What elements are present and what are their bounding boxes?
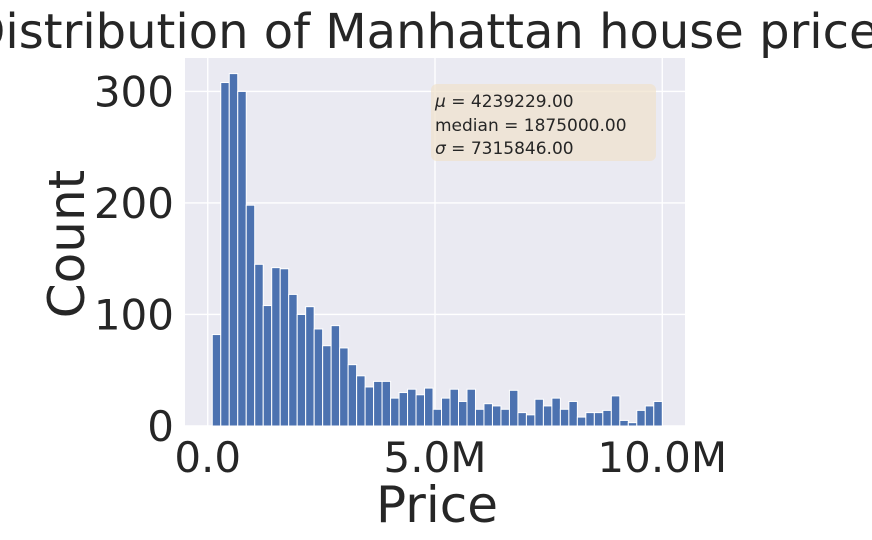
- histogram-bar-8: [279, 268, 290, 427]
- x-axis-label: Price: [376, 476, 498, 534]
- histogram-bars: [211, 73, 663, 427]
- chart-title: Distribution of Manhattan house prices: [0, 4, 872, 60]
- histogram-bar-40: [551, 397, 561, 427]
- histogram-bar-50: [636, 409, 646, 427]
- histogram-bar-10: [296, 313, 307, 427]
- histogram-bar-26: [432, 408, 443, 427]
- stats-median: median = 1875000.00: [435, 116, 627, 136]
- y-axis-ticks: 0 100 200 300: [94, 67, 174, 451]
- histogram-bar-42: [568, 400, 578, 427]
- histogram-bar-15: [339, 347, 349, 427]
- histogram-bar-17: [356, 375, 366, 427]
- histogram-bar-22: [398, 392, 409, 427]
- histogram-bar-41: [559, 408, 570, 427]
- histogram-bar-36: [517, 412, 527, 427]
- histogram-bar-24: [415, 394, 426, 427]
- histogram-bar-13: [322, 345, 332, 427]
- histogram-bar-4: [245, 204, 256, 427]
- histogram-bar-35: [508, 389, 519, 427]
- x-tick-label-0: 0.0: [174, 433, 241, 482]
- histogram-bar-21: [390, 397, 400, 427]
- histogram-bar-45: [593, 412, 604, 427]
- stats-mean: μ = 4239229.00: [434, 92, 574, 112]
- histogram-bar-5: [254, 263, 264, 427]
- y-axis-label: Count: [38, 170, 96, 319]
- histogram-bar-49: [627, 422, 638, 427]
- stats-box-background: [431, 84, 656, 161]
- histogram-bar-6: [262, 305, 273, 427]
- histogram-bar-48: [619, 419, 629, 427]
- histogram-bar-46: [602, 409, 612, 427]
- histogram-bar-11: [305, 306, 315, 427]
- histogram-bar-25: [424, 387, 434, 427]
- y-tick-label-0: 0: [147, 402, 174, 451]
- histogram-bar-27: [441, 397, 451, 427]
- histogram-bar-38: [534, 398, 544, 427]
- y-tick-label-1: 100: [94, 290, 174, 339]
- histogram-bar-44: [585, 412, 595, 427]
- histogram-bar-2: [228, 73, 239, 427]
- histogram-bar-30: [466, 388, 476, 427]
- histogram-bar-0: [211, 334, 222, 427]
- histogram-bar-19: [373, 380, 383, 427]
- x-tick-label-1: 5.0M: [383, 433, 486, 482]
- histogram-bar-20: [381, 380, 392, 427]
- histogram-bar-29: [457, 400, 468, 427]
- histogram-bar-9: [288, 293, 298, 427]
- histogram-bar-23: [407, 388, 417, 427]
- stats-std-symbol: σ: [435, 139, 447, 159]
- histogram-bar-47: [610, 395, 621, 427]
- y-tick-label-3: 300: [94, 67, 174, 116]
- histogram-bar-12: [313, 328, 324, 427]
- histogram-bar-52: [653, 400, 663, 427]
- histogram-bar-33: [491, 405, 502, 427]
- histogram-bar-28: [449, 388, 459, 427]
- stats-std-value: = 7315846.00: [446, 139, 574, 159]
- stats-mean-value: = 4239229.00: [446, 92, 574, 112]
- histogram-bar-37: [525, 414, 536, 427]
- histogram-bar-16: [347, 364, 358, 427]
- x-tick-label-2: 10.0M: [597, 433, 727, 482]
- histogram-bar-14: [330, 325, 341, 427]
- histogram-bar-1: [220, 82, 230, 427]
- x-axis-ticks: 0.0 5.0M 10.0M: [174, 433, 727, 482]
- histogram-bar-32: [483, 403, 493, 427]
- stats-mean-symbol: μ: [434, 92, 446, 112]
- stats-box: μ = 4239229.00 median = 1875000.00 σ = 7…: [431, 84, 656, 161]
- histogram-bar-31: [474, 408, 485, 427]
- stats-median-value: median = 1875000.00: [435, 116, 627, 136]
- y-tick-label-2: 200: [94, 179, 174, 228]
- histogram-bar-3: [237, 90, 247, 427]
- histogram-bar-43: [576, 416, 587, 427]
- stats-std: σ = 7315846.00: [435, 139, 574, 159]
- histogram-bar-18: [364, 386, 375, 427]
- histogram-bar-39: [542, 405, 553, 427]
- histogram-bar-7: [271, 267, 281, 427]
- histogram-bar-51: [644, 405, 655, 427]
- histogram-bar-34: [500, 408, 510, 427]
